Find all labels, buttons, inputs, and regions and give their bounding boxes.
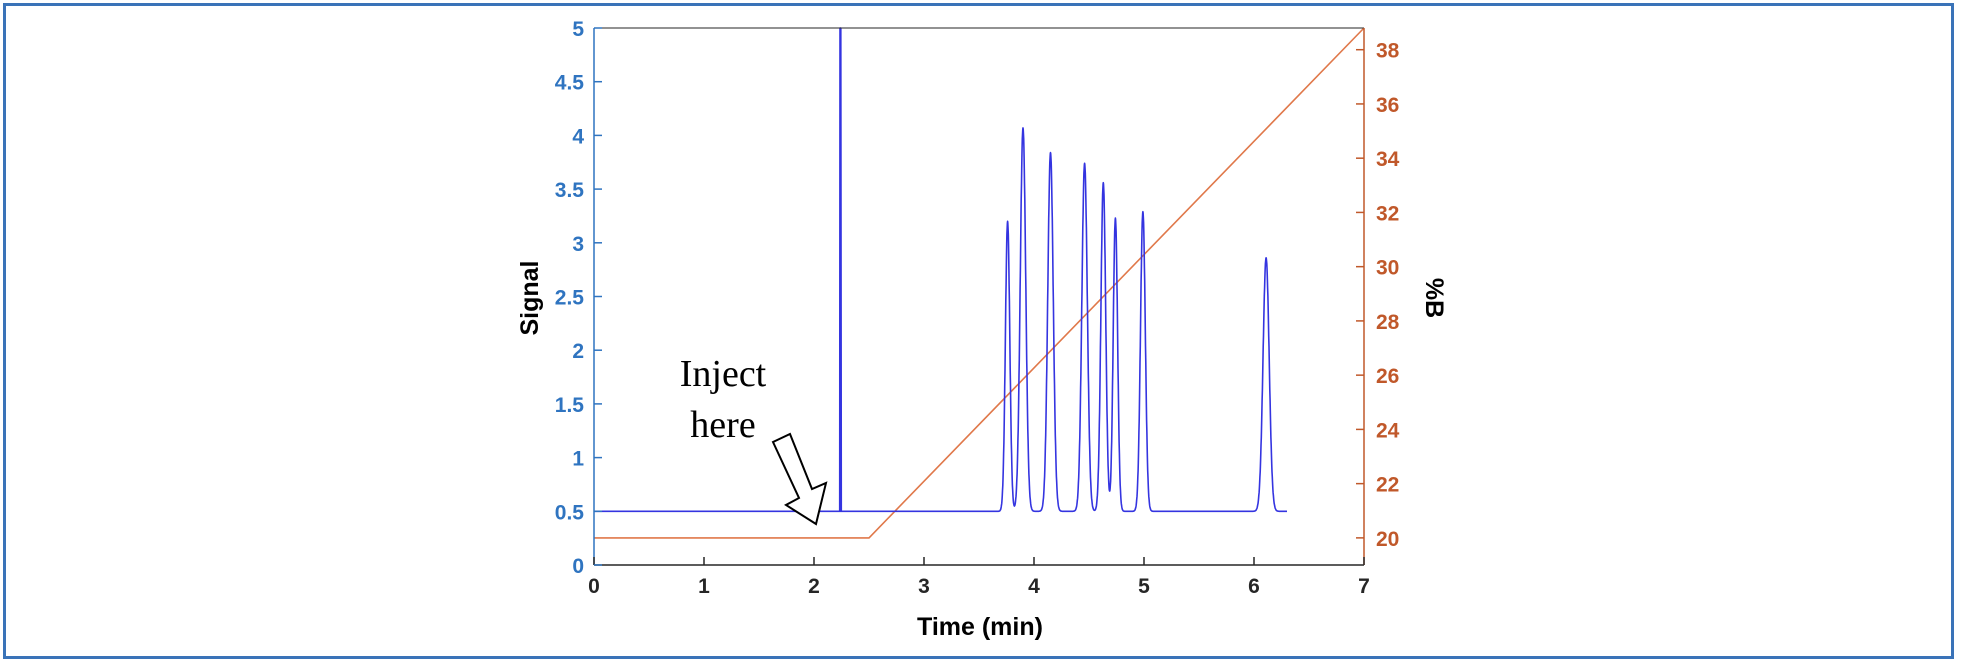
x-axis-label: Time (min): [917, 613, 1043, 641]
x-tick-label: 3: [918, 575, 930, 598]
annotation-line-1: Inject: [680, 353, 767, 395]
tick-labels: 0 1 2 3 4 5 6 700.511.522.533.544.5520222426283…: [555, 18, 1400, 598]
axes: [593, 27, 1365, 566]
y-left-tick-label: 0.5: [555, 501, 585, 524]
y-right-tick-label: 22: [1376, 474, 1399, 497]
plot-lines: [593, 27, 1365, 539]
y-left-tick-label: 4: [572, 125, 584, 148]
y-right-tick-label: 32: [1376, 202, 1399, 225]
y-right-axis-label: %B: [1420, 278, 1448, 318]
x-tick-label: 0: [588, 575, 600, 598]
y-left-tick-label: 4.5: [555, 72, 585, 95]
x-tick-label: 1: [698, 575, 710, 598]
y-right-tick-label: 20: [1376, 528, 1399, 551]
x-tick-label: 7: [1358, 575, 1370, 598]
y-left-tick-label: 5: [572, 18, 584, 41]
gradient-series-line: [594, 27, 1365, 539]
y-right-tick-label: 24: [1376, 419, 1400, 442]
y-right-tick-label: 28: [1376, 311, 1400, 334]
y-left-tick-label: 3.5: [555, 179, 585, 202]
x-tick-label: 2: [808, 575, 820, 598]
y-left-axis-label: Signal: [516, 260, 544, 335]
x-tick-label: 6: [1248, 575, 1260, 598]
x-tick-label: 5: [1138, 575, 1150, 598]
y-left-tick-label: 2: [572, 340, 584, 363]
y-left-tick-label: 3: [572, 233, 584, 256]
y-right-tick-label: 36: [1376, 94, 1399, 117]
y-left-tick-label: 2.5: [555, 287, 585, 310]
y-left-tick-label: 0: [572, 555, 584, 578]
y-right-tick-label: 34: [1376, 148, 1400, 171]
y-left-tick-label: 1: [572, 448, 584, 471]
inject-arrow-icon: [771, 432, 828, 526]
signal-series-line: [593, 27, 1288, 513]
y-right-tick-label: 38: [1376, 40, 1400, 63]
annotation-line-2: here: [690, 404, 755, 446]
y-right-tick-label: 26: [1376, 365, 1399, 388]
inject-annotation: Inject here: [680, 353, 828, 526]
figure-frame: [3, 3, 1954, 659]
y-right-tick-label: 30: [1376, 257, 1399, 280]
y-left-tick-label: 1.5: [555, 394, 585, 417]
x-tick-label: 4: [1028, 575, 1040, 598]
